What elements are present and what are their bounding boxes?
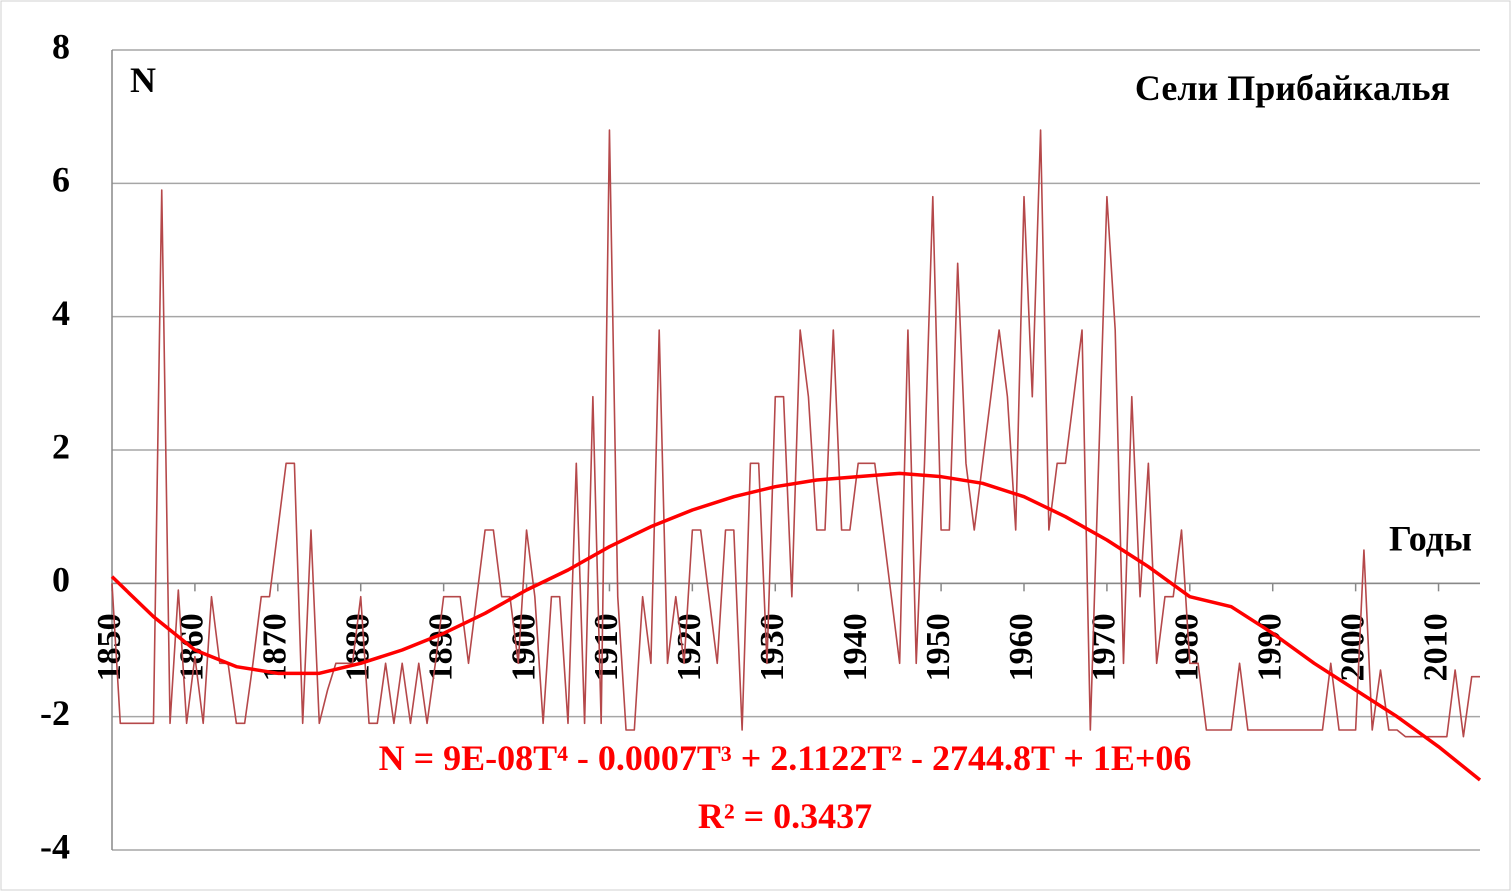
chart-title: Сели Прибайкалья [1135,68,1450,108]
y-axis-label: N [130,60,156,100]
y-tick-label: 0 [52,560,70,600]
y-tick-label: 4 [52,293,70,333]
data-line [111,129,1480,738]
x-tick-label: 1850 [91,613,128,681]
y-tick-label: 2 [52,426,70,466]
trend-equation: N = 9E-08T⁴ - 0.0007T³ + 2.1122T² - 2744… [379,738,1192,778]
y-tick-label: -4 [40,826,70,866]
x-tick-label: 1940 [837,613,874,681]
x-tick-label: 1950 [920,613,957,681]
y-tick-label: 6 [52,160,70,200]
y-tick-label: 8 [52,26,70,66]
x-axis-label: Годы [1389,518,1472,558]
plot [110,129,1482,782]
x-tick-label: 1920 [671,613,708,681]
x-tick-label: 1930 [754,613,791,681]
x-tick-label: 1970 [1086,613,1123,681]
x-tick-label: 2000 [1334,613,1371,681]
trend-line [110,471,1482,782]
x-tick-label: 1960 [1003,613,1040,681]
r-squared: R² = 0.3437 [698,796,872,836]
x-tick-label: 2010 [1417,613,1454,681]
y-tick-label: -2 [40,693,70,733]
